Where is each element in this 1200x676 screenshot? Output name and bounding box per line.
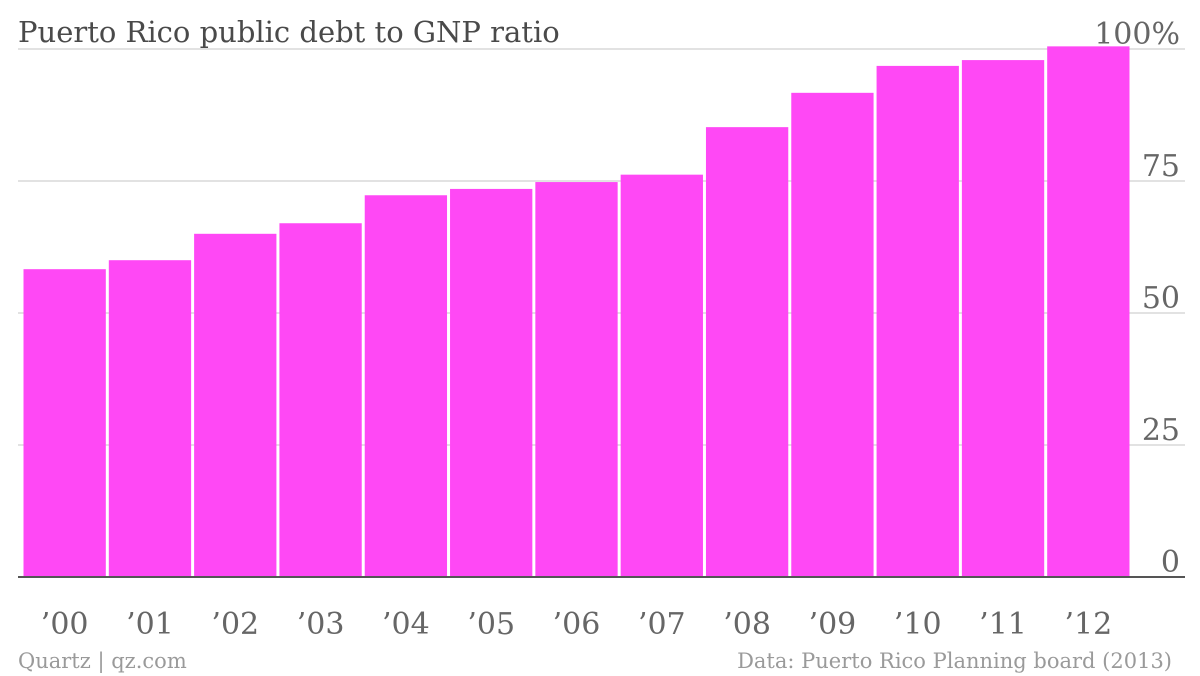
x-tick-label: ’07 — [638, 607, 686, 642]
y-tick-label: 50 — [1142, 281, 1180, 316]
bars — [23, 46, 1130, 578]
x-tick-label: ’01 — [126, 607, 174, 642]
bar — [1047, 46, 1130, 578]
source-credit: Quartz | qz.com — [18, 649, 187, 674]
x-tick-label: ’08 — [723, 607, 771, 642]
bar — [620, 174, 703, 577]
x-tick-label: ’09 — [809, 607, 857, 642]
bar — [705, 127, 789, 578]
bar — [108, 260, 192, 577]
bar — [876, 65, 959, 578]
bar — [791, 92, 874, 577]
x-tick-label: ’04 — [382, 607, 430, 642]
bar — [194, 233, 277, 578]
data-source: Data: Puerto Rico Planning board (2013) — [737, 649, 1172, 673]
y-tick-label: 25 — [1142, 413, 1180, 448]
chart-title: Puerto Rico public debt to GNP ratio — [18, 15, 560, 49]
x-tick-label: ’05 — [467, 607, 515, 642]
x-tick-label: ’10 — [894, 607, 942, 642]
x-tick-label: ’11 — [979, 607, 1027, 642]
y-tick-label: 75 — [1142, 149, 1180, 184]
x-tick-label: ’03 — [297, 607, 345, 642]
x-tick-label: ’00 — [41, 607, 89, 642]
bar — [961, 60, 1045, 577]
bar — [535, 182, 618, 577]
bar — [450, 188, 533, 578]
x-axis-tick-labels: ’00 ’01 ’02 ’03 ’04 ’05 ’06 ’07 ’08 ’09 ’10 ’11 ’12 — [41, 607, 1112, 642]
x-tick-label: ’12 — [1064, 607, 1112, 642]
y-tick-label: 100% — [1094, 17, 1180, 52]
bar — [279, 223, 362, 578]
y-axis-tick-labels: 0 25 50 75 100% — [1094, 17, 1180, 580]
bar — [364, 195, 448, 578]
bar — [23, 269, 106, 577]
y-tick-label: 0 — [1161, 545, 1180, 580]
x-tick-label: ’06 — [553, 607, 601, 642]
x-tick-label: ’02 — [211, 607, 259, 642]
